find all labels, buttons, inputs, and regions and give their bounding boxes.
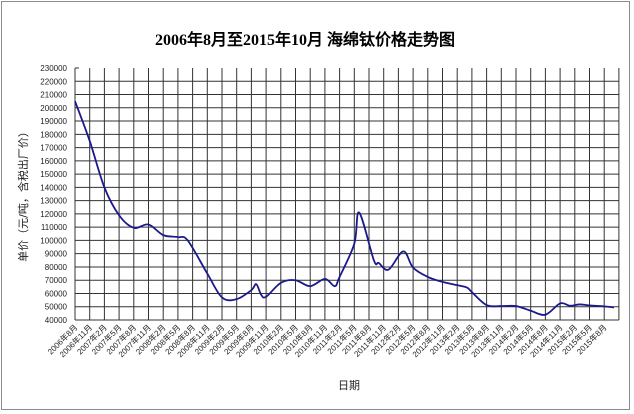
y-tick-label: 110000 bbox=[41, 223, 68, 232]
y-tick-label: 100000 bbox=[40, 236, 67, 245]
y-tick-label: 140000 bbox=[40, 183, 67, 192]
y-tick-label: 120000 bbox=[40, 210, 67, 219]
chart-title: 2006年8月至2015年10月 海绵钛价格走势图 bbox=[155, 30, 455, 49]
y-tick-label: 150000 bbox=[40, 170, 67, 179]
y-tick-label: 180000 bbox=[40, 130, 67, 139]
y-tick-label: 60000 bbox=[45, 289, 68, 298]
y-tick-label: 200000 bbox=[40, 104, 67, 113]
x-axis-title: 日期 bbox=[338, 379, 360, 392]
y-tick-label: 230000 bbox=[40, 64, 67, 73]
y-tick-label: 190000 bbox=[40, 117, 67, 126]
price-line bbox=[74, 100, 615, 316]
y-tick-label: 160000 bbox=[40, 157, 67, 166]
y-tick-label: 80000 bbox=[45, 263, 68, 272]
y-tick-label: 220000 bbox=[40, 77, 67, 86]
y-axis-title: 单价（元/吨，含税出厂价） bbox=[16, 126, 30, 262]
y-tick-label: 40000 bbox=[45, 316, 68, 325]
y-tick-label: 170000 bbox=[40, 144, 67, 153]
y-tick-label: 50000 bbox=[45, 303, 68, 312]
y-tick-label: 130000 bbox=[40, 197, 67, 206]
y-tick-label: 210000 bbox=[40, 91, 67, 100]
y-tick-label: 90000 bbox=[45, 250, 68, 259]
y-tick-label: 70000 bbox=[45, 276, 68, 285]
